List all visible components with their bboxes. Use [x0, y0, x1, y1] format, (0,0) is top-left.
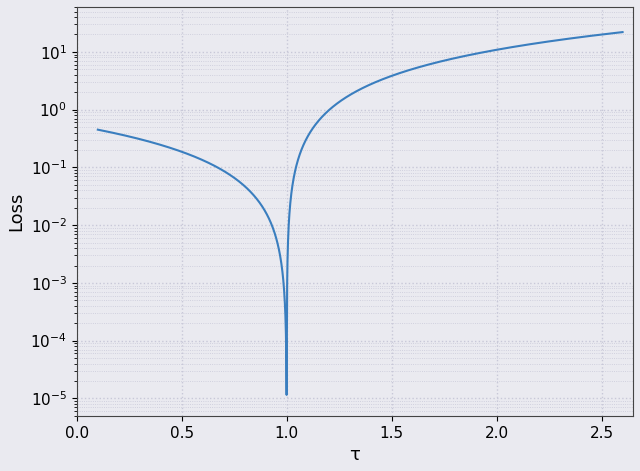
X-axis label: τ: τ: [349, 446, 360, 464]
Y-axis label: Loss: Loss: [7, 192, 25, 231]
